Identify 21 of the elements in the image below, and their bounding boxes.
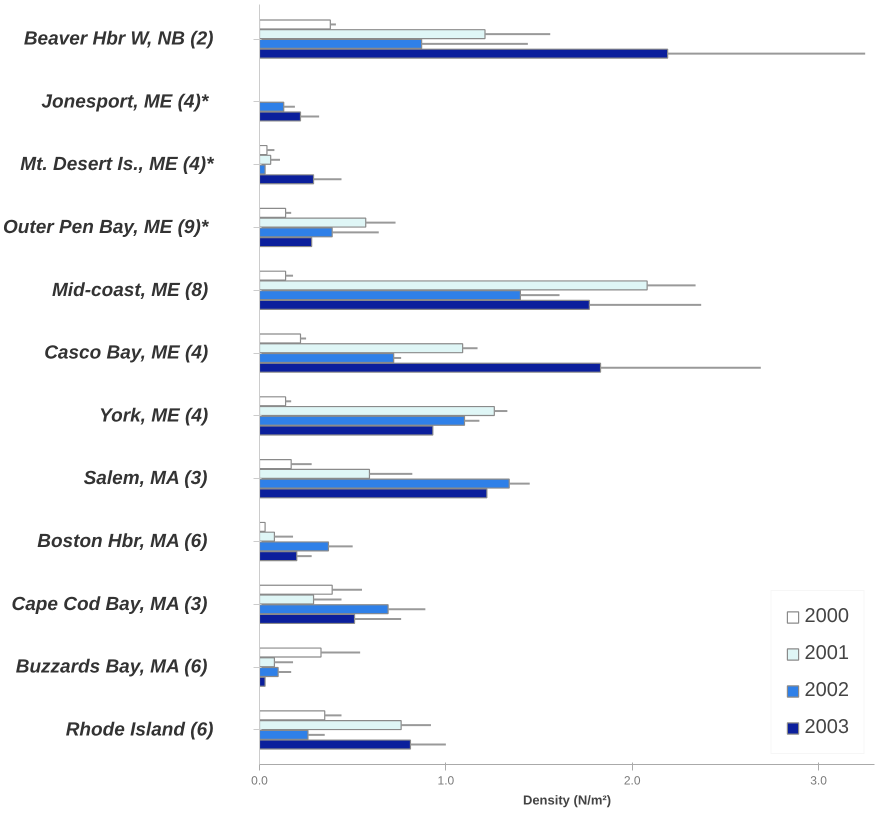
x-tick-label: 3.0 <box>810 774 828 788</box>
x-tick-label: 0.0 <box>251 774 268 788</box>
legend-label: 2003 <box>804 716 849 739</box>
y-tick-label: Mid-coast, ME (8) <box>52 280 208 301</box>
y-tick-label: Casco Bay, ME (4) <box>44 342 208 364</box>
y-tick-label: Mt. Desert Is., ME (4)* <box>20 154 216 176</box>
y-tick-label: Outer Pen Bay, ME (9)* <box>3 216 210 238</box>
legend-label: 2000 <box>804 605 849 628</box>
y-tick-label: Buzzards Bay, MA (6) <box>16 656 208 678</box>
y-tick-label: Rhode Island (6) <box>66 719 214 740</box>
y-tick-label: Beaver Hbr W, NB (2) <box>24 28 214 50</box>
x-axis-title: Density (N/m²) <box>522 792 612 808</box>
y-tick-label: Boston Hbr, MA (6) <box>37 531 208 552</box>
legend-label: 2002 <box>804 679 849 702</box>
y-tick-label: Cape Cod Bay, MA (3) <box>12 594 208 615</box>
x-tick-label: 1.0 <box>438 774 455 788</box>
legend-label: 2001 <box>804 642 849 665</box>
y-tick-label: York, ME (4) <box>99 405 208 426</box>
x-tick-label: 2.0 <box>624 774 641 788</box>
y-tick-label: Jonesport, ME (4)* <box>41 91 210 112</box>
y-tick-label: Salem, MA (3) <box>84 468 208 490</box>
